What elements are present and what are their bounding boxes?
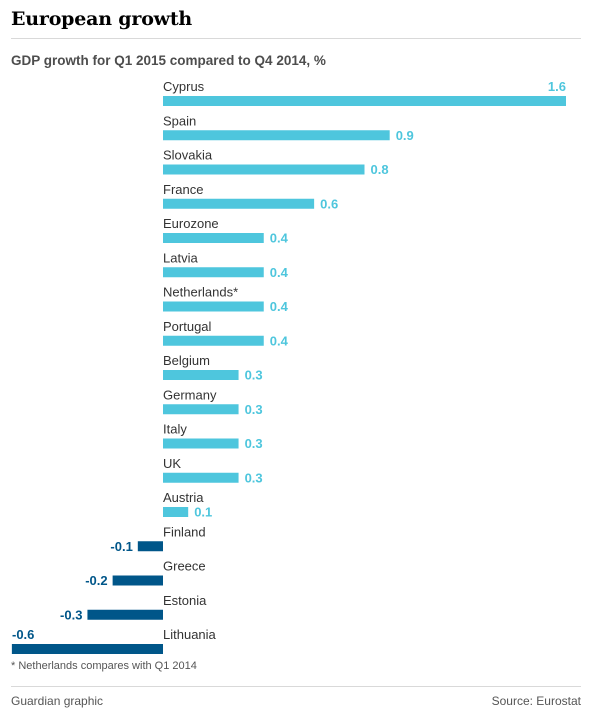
value-label: -0.3 <box>60 607 82 622</box>
bar <box>163 233 264 243</box>
bar <box>163 472 239 483</box>
bar <box>163 96 566 106</box>
bar <box>163 507 189 517</box>
source-text: Source: Eurostat <box>491 694 581 708</box>
value-label: -0.2 <box>85 573 107 588</box>
value-label: 0.9 <box>396 128 414 143</box>
value-label: 0.1 <box>194 505 212 520</box>
bar <box>163 335 264 346</box>
category-label: Eurozone <box>163 216 219 231</box>
value-label: 0.6 <box>320 196 338 211</box>
value-label: -0.1 <box>110 539 132 554</box>
top-divider <box>11 38 581 39</box>
value-label: 0.3 <box>245 368 263 383</box>
bar <box>163 130 390 141</box>
value-label: -0.6 <box>12 627 34 642</box>
value-label: 0.3 <box>245 402 263 417</box>
bar <box>87 609 163 620</box>
category-label: Estonia <box>163 593 207 608</box>
category-label: Latvia <box>163 250 198 265</box>
value-label: 0.4 <box>270 333 289 348</box>
value-label: 0.4 <box>270 231 289 246</box>
chart-title: European growth <box>11 8 193 30</box>
category-label: Lithuania <box>163 627 217 642</box>
bar <box>163 438 239 449</box>
value-label: 0.4 <box>270 265 289 280</box>
category-label: Cyprus <box>163 79 205 94</box>
credit-text: Guardian graphic <box>11 694 104 708</box>
bar <box>11 644 163 654</box>
category-label: France <box>163 182 203 197</box>
category-label: Germany <box>163 387 217 402</box>
bar <box>163 404 239 415</box>
category-label: Belgium <box>163 353 210 368</box>
value-label: 0.3 <box>245 470 263 485</box>
category-label: Greece <box>163 559 206 574</box>
bar <box>163 267 264 278</box>
bar <box>137 541 163 552</box>
value-label: 0.3 <box>245 436 263 451</box>
bar <box>112 575 163 586</box>
category-label: Spain <box>163 113 196 128</box>
bar <box>163 164 365 175</box>
category-label: Netherlands* <box>163 285 238 300</box>
bar <box>163 301 264 312</box>
category-label: UK <box>163 456 181 471</box>
bar <box>163 198 315 209</box>
value-label: 0.4 <box>270 299 289 314</box>
footnote: * Netherlands compares with Q1 2014 <box>11 660 197 672</box>
value-label: 0.8 <box>371 162 389 177</box>
category-label: Portugal <box>163 319 212 334</box>
category-label: Austria <box>163 490 204 505</box>
chart-subtitle: GDP growth for Q1 2015 compared to Q4 20… <box>11 53 326 68</box>
bar <box>163 370 239 380</box>
category-label: Italy <box>163 422 187 437</box>
value-label: 1.6 <box>548 79 566 94</box>
bottom-divider <box>11 686 581 687</box>
category-label: Slovakia <box>163 148 213 163</box>
category-label: Finland <box>163 524 206 539</box>
